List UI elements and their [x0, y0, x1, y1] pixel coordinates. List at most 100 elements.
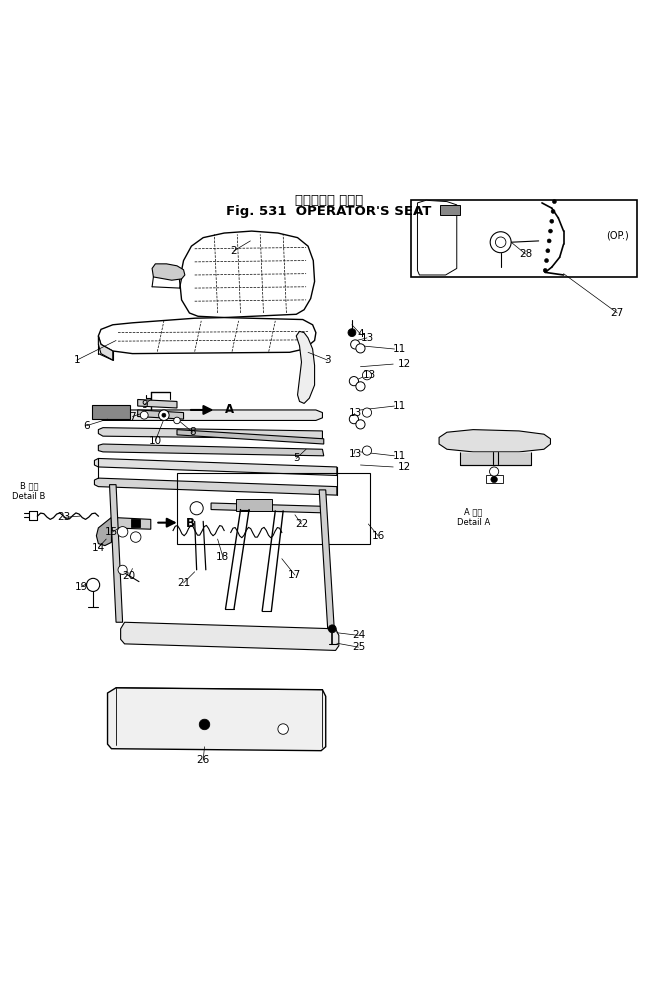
Circle shape	[140, 411, 148, 420]
Text: 1: 1	[74, 355, 80, 365]
Text: 13: 13	[363, 370, 376, 380]
Text: 6: 6	[84, 421, 90, 431]
Circle shape	[547, 239, 551, 242]
Text: 3: 3	[324, 355, 331, 365]
Text: 11: 11	[393, 344, 407, 354]
Polygon shape	[109, 485, 122, 623]
Text: 16: 16	[372, 531, 385, 541]
Polygon shape	[98, 336, 113, 360]
Bar	[236, 499, 272, 511]
Polygon shape	[96, 517, 111, 545]
Text: Fig. 531  OPERATOR'S SEAT: Fig. 531 OPERATOR'S SEAT	[226, 205, 432, 218]
Text: 23: 23	[57, 512, 70, 522]
Circle shape	[199, 719, 210, 729]
Circle shape	[550, 219, 554, 223]
Text: 2: 2	[231, 245, 238, 256]
Text: 18: 18	[216, 551, 230, 561]
Text: A: A	[225, 403, 234, 416]
Polygon shape	[107, 688, 326, 750]
Text: 11: 11	[393, 401, 407, 411]
Text: 21: 21	[177, 577, 190, 588]
Circle shape	[328, 625, 336, 633]
Polygon shape	[211, 503, 322, 513]
Circle shape	[551, 209, 555, 213]
Bar	[131, 519, 140, 526]
Text: A 詳細
Detail A: A 詳細 Detail A	[457, 508, 490, 527]
Bar	[92, 404, 130, 420]
Polygon shape	[417, 200, 457, 275]
Text: 20: 20	[122, 571, 136, 581]
Circle shape	[87, 578, 99, 592]
Circle shape	[162, 413, 166, 417]
Circle shape	[356, 420, 365, 429]
Circle shape	[348, 329, 356, 337]
Circle shape	[349, 414, 359, 424]
Circle shape	[544, 269, 547, 273]
Text: 13: 13	[349, 449, 362, 459]
Circle shape	[546, 248, 550, 253]
Circle shape	[159, 410, 169, 421]
Circle shape	[549, 229, 553, 233]
Circle shape	[117, 526, 128, 537]
Bar	[177, 473, 370, 543]
Text: オペレータ シート: オペレータ シート	[295, 194, 363, 207]
Text: 5: 5	[293, 454, 299, 464]
Circle shape	[190, 502, 203, 515]
Text: 11: 11	[393, 451, 407, 461]
Circle shape	[356, 382, 365, 391]
Circle shape	[349, 376, 359, 385]
Text: 25: 25	[352, 642, 365, 652]
Circle shape	[363, 370, 372, 380]
Text: 14: 14	[91, 542, 105, 552]
Text: 9: 9	[141, 399, 147, 409]
Polygon shape	[460, 452, 531, 465]
Circle shape	[278, 723, 288, 734]
Circle shape	[174, 417, 180, 424]
Bar	[486, 476, 503, 483]
Circle shape	[130, 532, 141, 542]
Polygon shape	[177, 430, 324, 444]
Text: 10: 10	[149, 436, 162, 446]
Text: 24: 24	[352, 631, 365, 641]
Circle shape	[356, 344, 365, 353]
Polygon shape	[120, 623, 339, 651]
Text: 7: 7	[129, 411, 136, 422]
Text: 19: 19	[75, 581, 88, 592]
Polygon shape	[138, 410, 184, 420]
Polygon shape	[439, 430, 551, 452]
Polygon shape	[98, 428, 322, 439]
Polygon shape	[95, 459, 337, 476]
Text: 27: 27	[611, 308, 624, 318]
Polygon shape	[319, 490, 334, 629]
Polygon shape	[180, 231, 315, 318]
Text: B: B	[186, 517, 195, 530]
Circle shape	[351, 340, 360, 349]
Text: 12: 12	[397, 359, 411, 369]
Text: 17: 17	[288, 570, 301, 580]
Circle shape	[545, 259, 549, 263]
Text: 15: 15	[105, 527, 118, 537]
Circle shape	[363, 446, 372, 455]
Circle shape	[490, 467, 499, 476]
Text: B 詳細
Detail B: B 詳細 Detail B	[13, 482, 45, 501]
Text: 12: 12	[397, 462, 411, 472]
Text: 13: 13	[349, 407, 362, 417]
Polygon shape	[98, 410, 322, 421]
Circle shape	[553, 199, 557, 203]
Polygon shape	[95, 478, 337, 495]
Text: (OP.): (OP.)	[606, 230, 628, 240]
Text: 4: 4	[357, 329, 364, 339]
Circle shape	[118, 565, 127, 574]
Text: 8: 8	[190, 428, 196, 438]
Polygon shape	[296, 331, 315, 403]
Polygon shape	[152, 264, 185, 281]
Circle shape	[495, 237, 506, 247]
Polygon shape	[111, 517, 151, 529]
Circle shape	[363, 408, 372, 417]
Text: 13: 13	[361, 333, 374, 343]
Bar	[411, 199, 637, 277]
Text: 26: 26	[197, 754, 210, 765]
Circle shape	[491, 476, 497, 483]
Text: 22: 22	[295, 519, 308, 529]
Polygon shape	[98, 318, 316, 354]
